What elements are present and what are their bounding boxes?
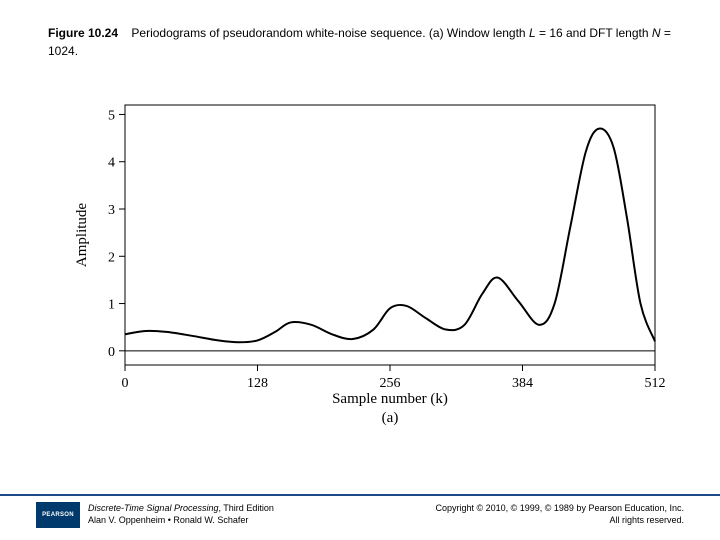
pearson-logo: PEARSON xyxy=(36,502,80,528)
svg-text:4: 4 xyxy=(108,156,115,171)
svg-text:(a): (a) xyxy=(382,410,399,425)
footer-left: PEARSON Discrete-Time Signal Processing,… xyxy=(36,502,274,528)
svg-text:0: 0 xyxy=(108,345,115,360)
footer-right: Copyright © 2010, © 1999, © 1989 by Pear… xyxy=(435,503,684,526)
book-authors: Alan V. Oppenheim • Ronald W. Schafer xyxy=(88,515,274,527)
book-edition: , Third Edition xyxy=(218,503,273,513)
svg-text:512: 512 xyxy=(645,376,666,391)
svg-text:3: 3 xyxy=(108,203,115,218)
figure-label: Figure 10.24 xyxy=(48,26,118,40)
copyright-line-2: All rights reserved. xyxy=(435,515,684,527)
pearson-logo-text: PEARSON xyxy=(42,512,74,518)
caption-eq-L: = 16 and DFT length xyxy=(539,26,652,40)
svg-text:384: 384 xyxy=(512,376,533,391)
svg-text:Sample number (k): Sample number (k) xyxy=(332,391,448,407)
svg-text:128: 128 xyxy=(247,376,268,391)
copyright-line-1: Copyright © 2010, © 1999, © 1989 by Pear… xyxy=(435,503,684,515)
svg-text:Amplitude: Amplitude xyxy=(74,203,90,268)
footer-book-info: Discrete-Time Signal Processing, Third E… xyxy=(88,503,274,526)
chart-svg: 0 128 256 384 512 0 1 2 3 4 5 Sample number (k) (a) A… xyxy=(70,95,670,425)
figure-caption: Figure 10.24 Periodograms of pseudorando… xyxy=(48,24,672,60)
book-title: Discrete-Time Signal Processing xyxy=(88,503,218,513)
svg-text:5: 5 xyxy=(108,108,115,123)
footer: PEARSON Discrete-Time Signal Processing,… xyxy=(36,498,684,532)
svg-text:1: 1 xyxy=(108,298,115,313)
svg-text:256: 256 xyxy=(380,376,401,391)
caption-var-N: N xyxy=(652,26,661,40)
periodogram-chart: 0 128 256 384 512 0 1 2 3 4 5 Sample number (k) (a) A… xyxy=(70,95,670,425)
caption-text-1: Periodograms of pseudorandom white-noise… xyxy=(131,26,529,40)
svg-text:0: 0 xyxy=(122,376,129,391)
footer-divider xyxy=(0,494,720,496)
caption-var-L: L xyxy=(529,26,536,40)
svg-text:2: 2 xyxy=(108,250,115,265)
